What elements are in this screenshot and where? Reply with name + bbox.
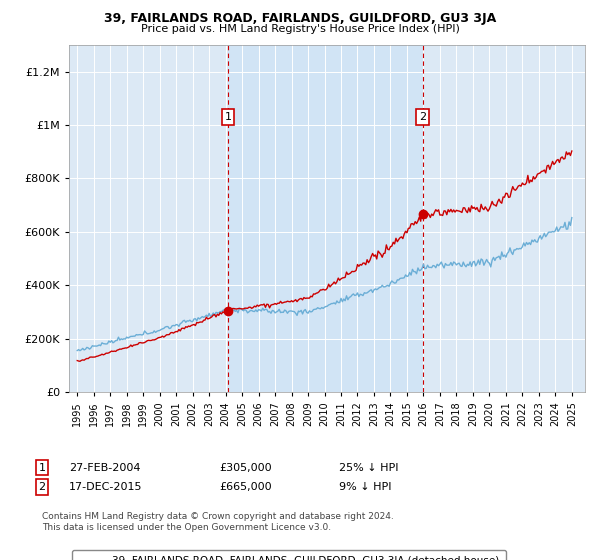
Text: 9% ↓ HPI: 9% ↓ HPI <box>339 482 391 492</box>
Text: 39, FAIRLANDS ROAD, FAIRLANDS, GUILDFORD, GU3 3JA: 39, FAIRLANDS ROAD, FAIRLANDS, GUILDFORD… <box>104 12 496 25</box>
Text: 2: 2 <box>419 112 427 122</box>
Text: 1: 1 <box>224 112 232 122</box>
Text: 2: 2 <box>38 482 46 492</box>
Text: 25% ↓ HPI: 25% ↓ HPI <box>339 463 398 473</box>
Text: £305,000: £305,000 <box>219 463 272 473</box>
Text: Price paid vs. HM Land Registry's House Price Index (HPI): Price paid vs. HM Land Registry's House … <box>140 24 460 34</box>
Legend: 39, FAIRLANDS ROAD, FAIRLANDS, GUILDFORD, GU3 3JA (detached house), HPI: Average: 39, FAIRLANDS ROAD, FAIRLANDS, GUILDFORD… <box>71 550 506 560</box>
Text: 27-FEB-2004: 27-FEB-2004 <box>69 463 140 473</box>
Text: £665,000: £665,000 <box>219 482 272 492</box>
Bar <box>228 45 423 392</box>
Text: 17-DEC-2015: 17-DEC-2015 <box>69 482 143 492</box>
Text: 1: 1 <box>38 463 46 473</box>
Text: Contains HM Land Registry data © Crown copyright and database right 2024.
This d: Contains HM Land Registry data © Crown c… <box>42 512 394 532</box>
